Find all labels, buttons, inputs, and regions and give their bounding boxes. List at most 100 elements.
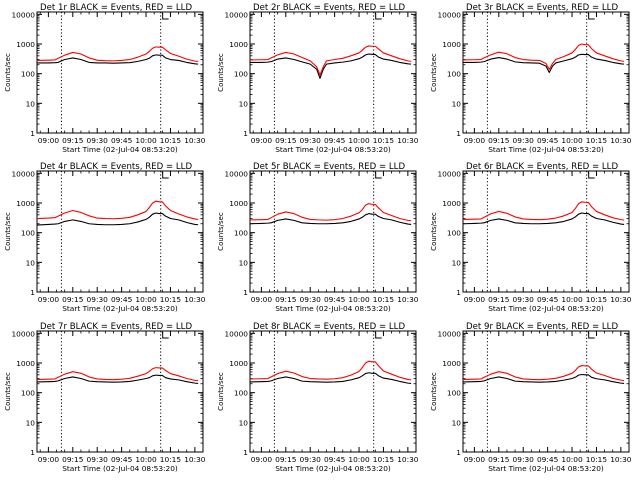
x-tick-label: 09:45	[324, 455, 346, 464]
corner-mark-shape	[162, 13, 169, 20]
x-tick-label: 10:00	[561, 295, 583, 304]
x-tick-label: 09:00	[38, 455, 60, 464]
x-tick-label: 10:30	[610, 295, 632, 304]
lld-series-line	[36, 46, 199, 62]
lld-series-line	[462, 201, 625, 221]
y-tick-label: 100	[21, 389, 35, 398]
x-tick-label: 09:30	[513, 136, 535, 145]
x-axis-title: Start Time (02-Jul-04 08:53:20)	[275, 304, 391, 313]
events-series-line	[36, 374, 199, 384]
x-tick-label: 10:15	[586, 455, 608, 464]
plot-frame	[462, 170, 630, 293]
x-tick-label: 09:15	[275, 136, 297, 145]
y-tick-label: 10	[452, 99, 462, 108]
y-tick-label: 1	[30, 448, 35, 457]
y-tick-label: 1000	[16, 40, 35, 49]
x-tick-label: 09:30	[300, 136, 322, 145]
x-tick-label: 10:30	[397, 455, 419, 464]
x-tick-label: 09:00	[251, 295, 273, 304]
corner-mark-shape	[588, 13, 595, 20]
panel-title: Det 6r BLACK = Events, RED = LLD	[466, 162, 618, 172]
x-axis-title: Start Time (02-Jul-04 08:53:20)	[62, 304, 178, 313]
x-tick-label: 09:15	[62, 455, 84, 464]
y-tick-label: 10000	[437, 329, 461, 338]
x-tick-label: 09:45	[324, 295, 346, 304]
x-tick-label: 10:15	[373, 455, 395, 464]
detector-panel: Det 3r BLACK = Events, RED = LLD 1 10 100 10…	[430, 3, 632, 154]
y-tick-label: 1	[456, 129, 461, 138]
x-tick-label: 09:15	[62, 136, 84, 145]
y-tick-label: 10	[239, 258, 249, 267]
y-tick-label: 10	[26, 258, 36, 267]
y-tick-label: 1000	[442, 359, 461, 368]
panel-title: Det 5r BLACK = Events, RED = LLD	[253, 162, 405, 172]
x-tick-label: 10:30	[184, 295, 206, 304]
x-tick-label: 10:00	[135, 295, 157, 304]
x-tick-label: 09:15	[488, 136, 510, 145]
y-tick-label: 10	[239, 418, 249, 427]
events-series-line	[36, 212, 199, 226]
x-tick-label: 09:30	[87, 136, 109, 145]
detector-panel: Det 7r BLACK = Events, RED = LLD 1 10 100 10…	[4, 322, 206, 473]
y-tick-label: 1	[30, 129, 35, 138]
lld-series-line	[249, 360, 412, 381]
y-tick-label: 10000	[224, 10, 248, 19]
x-axis-title: Start Time (02-Jul-04 08:53:20)	[488, 464, 604, 473]
events-series-line	[462, 212, 625, 225]
x-tick-label: 09:45	[111, 295, 133, 304]
y-tick-label: 1	[456, 448, 461, 457]
x-tick-label: 09:00	[464, 455, 486, 464]
x-tick-label: 10:00	[348, 295, 370, 304]
corner-mark-shape	[375, 13, 382, 20]
y-tick-label: 100	[21, 229, 35, 238]
x-tick-label: 09:15	[275, 295, 297, 304]
y-tick-label: 100	[21, 70, 35, 79]
x-tick-label: 09:45	[111, 455, 133, 464]
x-tick-label: 09:15	[62, 295, 84, 304]
corner-mark-shape	[375, 332, 382, 339]
lld-series-line	[249, 203, 412, 222]
plot-frame	[249, 330, 417, 453]
detector-panel: Det 4r BLACK = Events, RED = LLD 1 10 100 10…	[4, 162, 206, 313]
y-tick-label: 10	[26, 418, 36, 427]
panel-title: Det 8r BLACK = Events, RED = LLD	[253, 322, 405, 332]
x-tick-label: 10:00	[561, 455, 583, 464]
y-axis-title: Counts/sec	[217, 372, 225, 411]
detector-panel: Det 9r BLACK = Events, RED = LLD 1 10 100 10…	[430, 322, 632, 473]
x-axis-title: Start Time (02-Jul-04 08:53:20)	[488, 145, 604, 154]
events-series-line	[249, 372, 412, 384]
y-tick-label: 10	[452, 418, 462, 427]
y-tick-label: 10000	[437, 10, 461, 19]
plot-frame	[462, 11, 630, 134]
y-tick-label: 10	[452, 258, 462, 267]
events-series-line	[37, 54, 199, 65]
x-tick-label: 10:15	[373, 295, 395, 304]
corner-mark-shape	[588, 172, 595, 179]
x-tick-label: 10:30	[397, 295, 419, 304]
x-tick-label: 09:15	[488, 295, 510, 304]
y-tick-label: 100	[234, 389, 248, 398]
x-tick-label: 10:00	[561, 136, 583, 145]
plot-frame	[462, 330, 630, 453]
corner-mark-shape	[588, 332, 595, 339]
x-tick-label: 09:45	[537, 136, 559, 145]
panel-title: Det 9r BLACK = Events, RED = LLD	[466, 322, 618, 332]
x-tick-label: 10:00	[135, 136, 157, 145]
x-tick-label: 10:15	[160, 136, 182, 145]
y-tick-label: 10000	[224, 329, 248, 338]
x-tick-label: 10:00	[135, 455, 157, 464]
x-tick-label: 09:30	[87, 295, 109, 304]
events-series-line	[463, 53, 625, 73]
x-tick-label: 10:30	[610, 455, 632, 464]
y-tick-label: 1000	[442, 199, 461, 208]
x-tick-label: 10:15	[373, 136, 395, 145]
detector-panel: Det 1r BLACK = Events, RED = LLD 1 10 100 10…	[4, 3, 206, 154]
y-tick-label: 10	[26, 99, 36, 108]
y-tick-label: 100	[447, 389, 461, 398]
y-tick-label: 10000	[11, 169, 35, 178]
y-tick-label: 1	[456, 288, 461, 297]
plot-frame	[249, 11, 417, 134]
lld-series-line	[36, 200, 199, 220]
y-axis-title: Counts/sec	[430, 212, 438, 251]
